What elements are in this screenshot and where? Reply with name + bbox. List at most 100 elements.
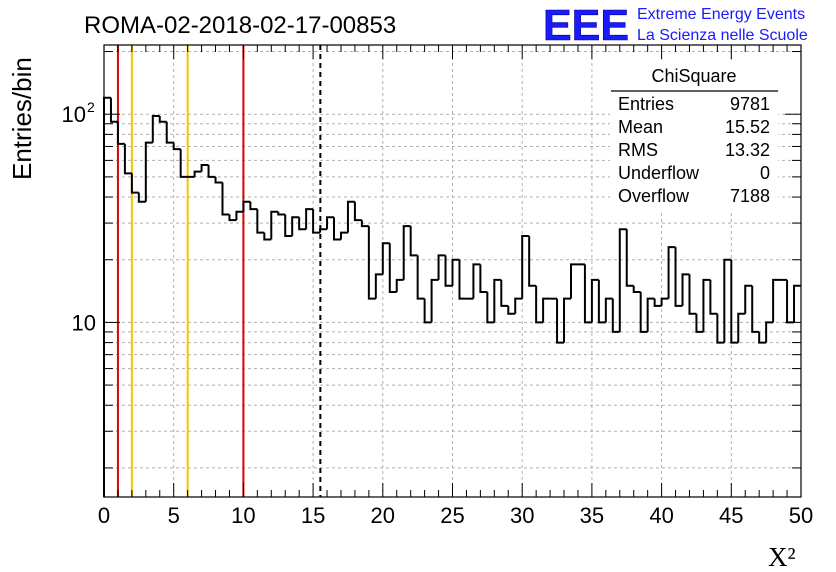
histogram-bin [151,115,160,143]
histogram-bin [214,176,223,184]
logo-line-2: La Scienza nelle Scuole [637,27,808,44]
logo-eee: EEE [543,1,629,50]
stats-row-value: 15.52 [725,117,770,137]
histogram-bin [395,278,404,292]
histogram-bin [165,121,174,144]
histogram-bin [430,278,439,323]
histogram-bin [444,255,453,287]
stats-row-label: Underflow [618,163,700,183]
histogram-bin [500,279,509,307]
x-tick-label: 35 [580,503,604,528]
histogram-bin [563,297,571,343]
histogram-bin [632,285,641,293]
histogram-bin [221,182,230,216]
stats-row-value: 0 [760,163,770,183]
histogram-bin [242,200,251,212]
histogram-bin [423,298,432,324]
histogram-bin [793,284,801,323]
histogram-bin [172,142,181,151]
histogram-bin [158,116,167,123]
histogram-bin [723,258,732,343]
histogram-bin [179,149,188,178]
histogram-bin [451,258,460,286]
histogram-bin [514,297,523,314]
histogram-bin [646,297,655,332]
histogram-bin [695,313,704,333]
histogram-bin [597,279,606,324]
histogram-bin [270,210,279,240]
histogram-bin [528,236,537,287]
y-tick-label: 10 [72,310,96,335]
histogram-bin [674,247,683,307]
histogram-bin [228,214,237,222]
histogram-bin [256,209,265,234]
histogram-bin [521,235,530,299]
x-tick-label: 0 [98,503,110,528]
histogram-bin [207,165,216,178]
histogram-bin [556,298,565,344]
histogram-bin [339,231,348,240]
histogram-bin [284,214,293,238]
histogram-bin [346,200,355,233]
stats-rows: Entries 9781 Mean 15.52 RMS 13.32 Underflow 0 Ov… [618,94,770,206]
histogram-bin [535,285,544,324]
histogram-bin [765,321,774,343]
histogram-bin [291,216,300,237]
histogram-bin [751,285,760,333]
stats-title: ChiSquare [651,66,736,86]
histogram-bin [688,274,697,315]
histogram-bin [507,305,516,315]
histogram-bin [298,217,307,231]
histogram-bin [367,226,376,300]
histogram-bin [702,278,711,332]
histogram-bin [437,254,446,280]
histogram-bin [374,273,383,299]
histogram-bin [381,242,390,275]
histogram-bin [305,208,314,230]
histogram-bin [667,246,676,299]
histogram-bin [758,331,767,344]
histogram-bin [458,259,467,300]
chart-title: ROMA-02-2018-02-17-00853 [84,12,396,39]
histogram-bin [493,278,502,323]
stats-row-label: Mean [618,117,663,137]
histogram-bin [611,298,620,333]
stats-row-value: 13.32 [725,140,770,160]
logo-line-1: Extreme Energy Events [637,6,805,23]
stats-row-label: Overflow [618,186,690,206]
histogram-bin [542,297,551,323]
histogram-bin [402,225,411,280]
histogram-bin [388,243,397,293]
y-axis-label: Entries/bin [7,57,37,180]
x-tick-label: 10 [231,503,255,528]
histogram-bin [326,216,335,230]
x-tick-label: 15 [301,503,325,528]
histogram-bin [604,297,613,323]
histogram-bin [716,313,725,344]
histogram-bin [409,226,418,257]
histogram-bin [479,264,488,293]
histogram-bin [786,279,795,324]
histogram-bin [353,201,362,222]
histogram-bin [681,273,690,306]
histogram-bin [144,141,153,202]
stats-box: ChiSquare Entries 9781 Mean 15.52 RMS 13.32 Un… [610,62,778,210]
histogram-bin [193,170,202,177]
histogram-bin [235,210,244,221]
y-tick-label-exponent: 2 [87,99,95,115]
histogram-bin [472,263,481,299]
x-tick-label: 45 [719,503,743,528]
histogram-bin [319,228,328,233]
histogram-bin [109,97,118,123]
stats-row-label: Entries [618,94,674,114]
stats-row-value: 7188 [730,186,770,206]
stats-row-value: 9781 [730,94,770,114]
x-axis-label: X² [768,542,796,572]
histogram-bin [277,211,286,216]
y-tick-label: 10 [62,102,86,127]
x-tick-label: 5 [168,503,180,528]
stats-box-background [610,62,778,210]
